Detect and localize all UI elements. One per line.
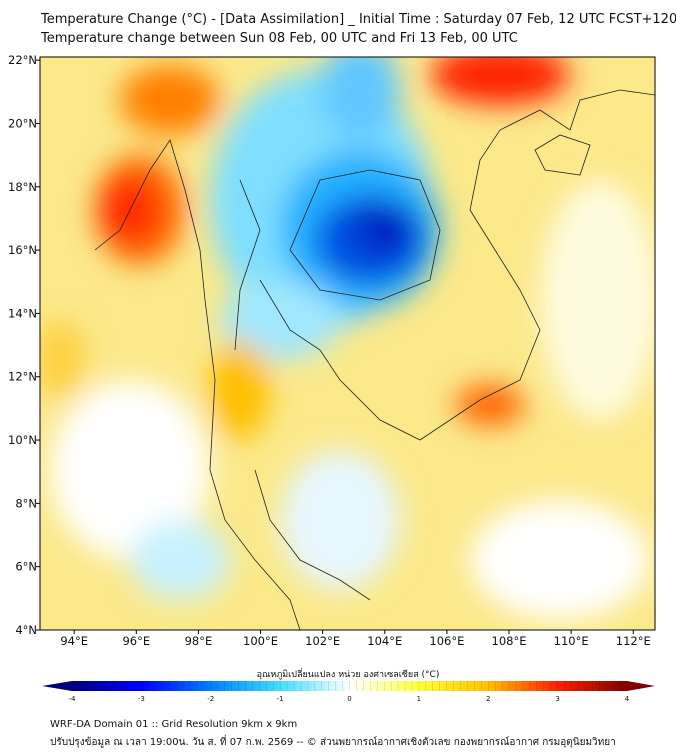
coastlines (94, 89, 655, 630)
temperature-field (40, 57, 655, 630)
lon-tick-label: 104°E (367, 634, 402, 648)
colorbar-tick-label: -3 (138, 695, 145, 703)
footer-model-info: WRF-DA Domain 01 :: Grid Resolution 9km … (50, 719, 298, 730)
colorbar-tick-label: -4 (69, 695, 77, 703)
colorbar-tick-label: 2 (486, 695, 490, 703)
lat-tick-label: 14°N (8, 306, 37, 320)
lat-tick-label: 12°N (8, 370, 37, 384)
colorbar-title: อุณหภูมิเปลี่ยนแปลง หน่วย องศาเซลเซียส (… (256, 670, 440, 680)
colorbar-tick-label: 1 (417, 695, 421, 703)
lon-tick-label: 106°E (429, 634, 464, 648)
colorbar-tick-label: 0 (347, 695, 351, 703)
lon-tick-label: 96°E (122, 634, 150, 648)
lon-tick-label: 110°E (554, 634, 589, 648)
lat-tick-label: 16°N (8, 243, 37, 257)
lon-tick-label: 112°E (616, 634, 651, 648)
lon-tick-label: 98°E (185, 634, 213, 648)
lat-tick-label: 6°N (15, 560, 37, 574)
colorbar-tick-label: 4 (625, 695, 630, 703)
footer-credit: ปรับปรุงข้อมูล ณ เวลา 19:00น. วัน ส. ที่… (50, 737, 616, 748)
map-title: Temperature Change (°C) - [Data Assimila… (41, 12, 676, 27)
map-subtitle: Temperature change between Sun 08 Feb, 0… (41, 31, 518, 46)
lon-tick-label: 100°E (243, 634, 278, 648)
colorbar-min-arrow (42, 681, 72, 691)
colorbar-tick-label: -2 (207, 695, 214, 703)
colorbar-max-arrow (627, 681, 655, 691)
lon-tick-label: 108°E (492, 634, 527, 648)
colorbar-gradient (72, 681, 627, 691)
colorbar: -4 -3 -2 -1 0 1 2 3 4 (42, 681, 655, 703)
lat-tick-label: 20°N (8, 116, 37, 130)
colorbar-tick-label: -1 (277, 695, 284, 703)
lat-tick-label: 4°N (15, 623, 37, 637)
lat-tick-label: 22°N (8, 53, 37, 67)
lat-tick-label: 10°N (8, 433, 37, 447)
lat-tick-label: 8°N (15, 496, 37, 510)
lon-tick-label: 94°E (60, 634, 88, 648)
colorbar-tick-label: 3 (555, 695, 559, 703)
lon-tick-label: 102°E (305, 634, 340, 648)
lat-tick-label: 18°N (8, 180, 37, 194)
